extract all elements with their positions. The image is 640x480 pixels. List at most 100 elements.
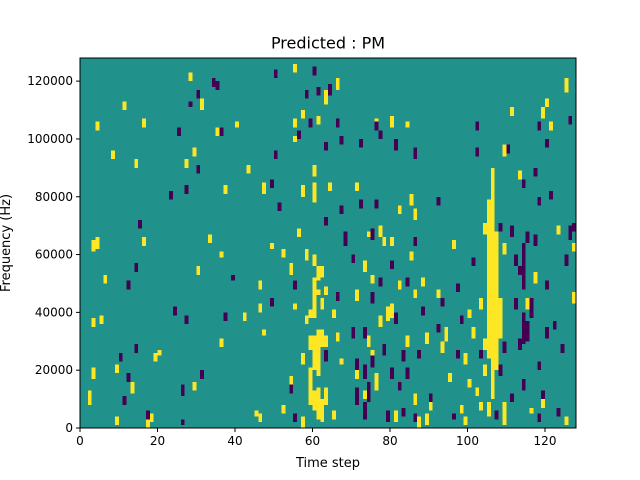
low-cell-46	[370, 228, 375, 241]
low-cell-77	[498, 364, 503, 376]
low-cell-54	[386, 410, 390, 423]
low-cell-101	[556, 407, 561, 417]
low-cell-123	[455, 283, 460, 293]
low-cell-87	[521, 312, 526, 345]
high-cell-51	[312, 164, 317, 177]
high-cell-96	[471, 326, 476, 339]
high-cell-106	[494, 231, 499, 371]
high-cell-123	[452, 240, 456, 249]
low-cell-30	[324, 141, 328, 151]
high-cell-151	[289, 375, 294, 388]
low-cell-63	[413, 237, 418, 246]
low-cell-58	[393, 138, 398, 151]
high-cell-52	[316, 387, 321, 420]
low-cell-92	[533, 234, 538, 246]
high-cell-128	[223, 185, 228, 194]
high-cell-34	[293, 303, 297, 310]
high-cell-139	[111, 150, 115, 160]
low-cell-113	[211, 78, 216, 87]
low-cell-33	[339, 205, 344, 215]
high-cell-143	[378, 225, 383, 238]
high-cell-129	[362, 390, 367, 400]
high-cell-93	[463, 416, 468, 426]
high-cell-42	[304, 248, 309, 261]
high-cell-64	[331, 309, 336, 319]
low-cell-28	[324, 349, 328, 362]
y-tick-label-120000: 120000	[27, 74, 73, 88]
low-cell-97	[545, 326, 549, 339]
low-cell-39	[355, 387, 359, 405]
low-cell-48	[370, 292, 375, 304]
high-cell-98	[479, 401, 483, 411]
high-cell-79	[390, 115, 394, 128]
high-cell-69	[366, 231, 371, 238]
low-cell-15	[196, 164, 201, 174]
high-cell-18	[184, 159, 189, 168]
high-cell-144	[242, 312, 247, 322]
low-cell-99	[548, 190, 553, 200]
high-cell-76	[397, 280, 402, 290]
plot-area	[80, 58, 576, 428]
low-cell-88	[521, 243, 526, 290]
high-cell-33	[289, 263, 294, 275]
high-cell-28	[258, 413, 263, 423]
low-cell-81	[510, 225, 514, 238]
high-cell-84	[413, 393, 418, 405]
high-cell-146	[436, 289, 441, 298]
high-cell-127	[262, 182, 266, 194]
low-cell-121	[304, 89, 309, 99]
low-cell-14	[196, 89, 201, 99]
low-cell-120	[316, 86, 321, 96]
high-cell-136	[355, 370, 359, 379]
high-cell-23	[200, 98, 204, 111]
high-cell-82	[409, 251, 414, 261]
y-tick-label-20000: 20000	[35, 363, 73, 377]
y-axis: 0 20000 40000 60000 80000 100000 120000	[27, 74, 80, 435]
high-cell-75	[390, 303, 394, 319]
high-cell-58	[320, 329, 325, 348]
low-cell-62	[405, 277, 410, 287]
high-cell-148	[564, 78, 569, 93]
low-cell-35	[343, 231, 348, 246]
low-cell-42	[362, 401, 367, 420]
low-cell-8	[169, 190, 173, 200]
high-cell-37	[293, 63, 297, 73]
low-cell-104	[568, 225, 573, 241]
high-cell-142	[328, 182, 332, 191]
low-cell-95	[537, 413, 542, 423]
chart-title: Predicted : PM	[271, 34, 385, 53]
low-cell-27	[312, 66, 317, 76]
high-cell-14	[145, 419, 150, 428]
low-cell-9	[176, 127, 181, 137]
high-cell-87	[424, 413, 429, 426]
high-cell-29	[262, 329, 266, 336]
low-cell-110	[413, 147, 418, 160]
high-cell-24	[219, 338, 224, 348]
high-cell-135	[424, 332, 429, 345]
high-cell-44	[308, 335, 313, 350]
low-cell-119	[436, 196, 441, 206]
y-tick-label-0: 0	[65, 421, 73, 435]
high-cell-133	[324, 335, 328, 348]
low-cell-72	[459, 315, 464, 324]
high-cell-5	[99, 315, 104, 324]
high-cell-61	[324, 387, 328, 405]
high-cell-8	[114, 416, 119, 426]
high-cell-137	[300, 110, 305, 119]
low-cell-25	[297, 130, 301, 139]
y-tick-label-40000: 40000	[35, 305, 73, 319]
x-tick-label-0: 0	[76, 434, 84, 448]
low-cell-90	[525, 321, 530, 342]
high-cell-105	[490, 167, 495, 400]
low-cell-82	[514, 297, 518, 310]
high-cell-6	[103, 274, 108, 284]
high-cell-125	[258, 303, 263, 313]
high-cell-17	[157, 349, 162, 356]
low-cell-1	[126, 280, 131, 290]
high-cell-36	[293, 118, 297, 128]
x-tick-label-40: 40	[227, 434, 242, 448]
high-cell-40	[300, 185, 305, 197]
high-cell-85	[413, 289, 418, 298]
high-cell-74	[386, 306, 390, 322]
high-cell-80	[405, 335, 410, 348]
